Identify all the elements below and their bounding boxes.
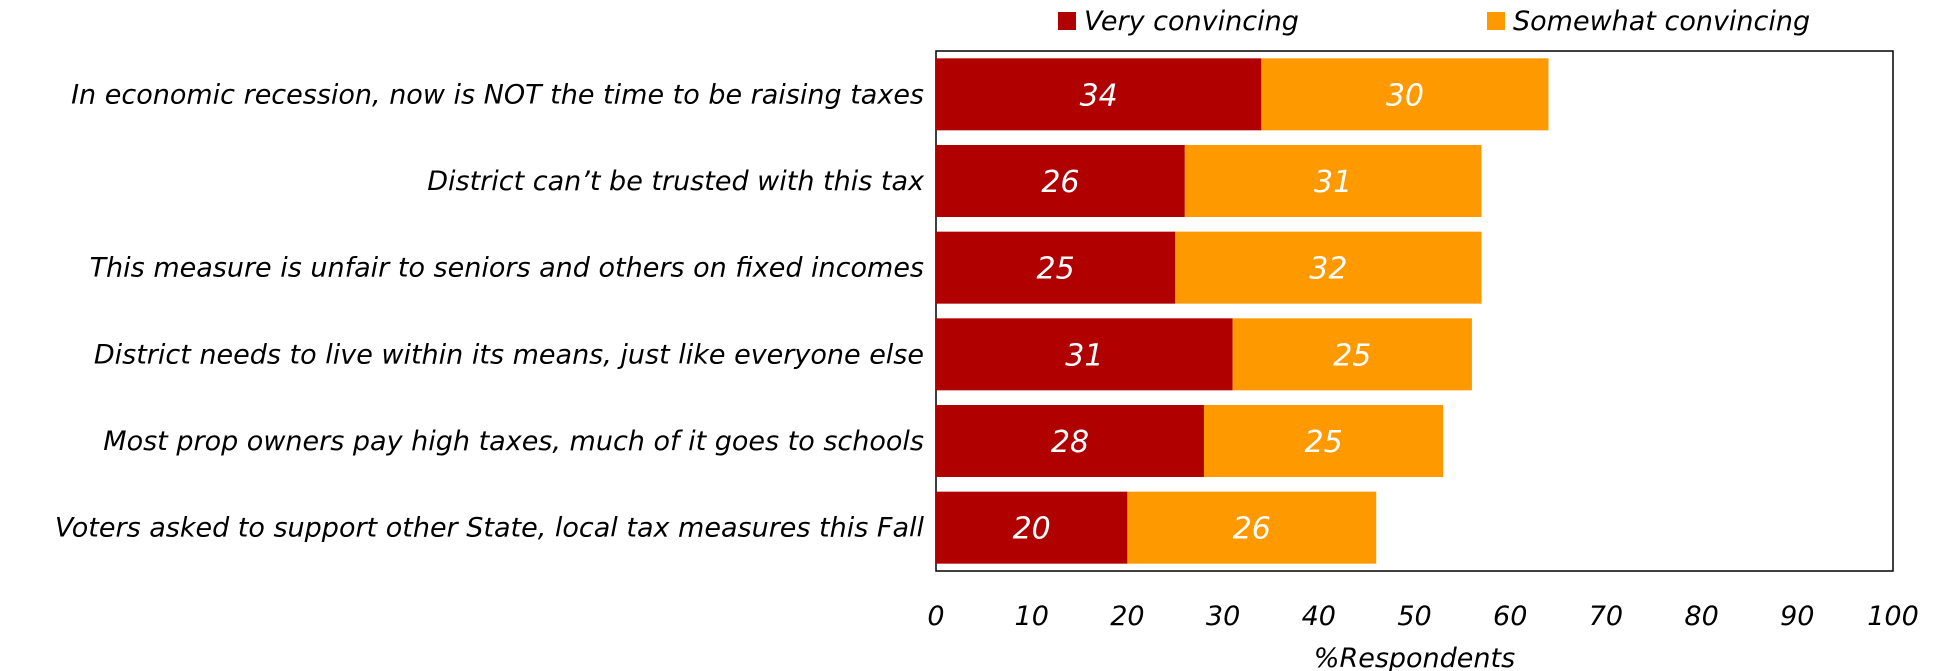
bar-very-4	[936, 405, 1204, 477]
category-label: Voters asked to support other State, loc…	[55, 513, 925, 544]
tick-label: 70	[1589, 601, 1623, 632]
category-labels: In economic recession, now is NOT the ti…	[55, 79, 925, 543]
category-label: Most prop owners pay high taxes, much of…	[103, 426, 924, 457]
data-label: 28	[1051, 425, 1089, 460]
data-label: 25	[1037, 252, 1075, 287]
data-label: 26	[1233, 512, 1271, 547]
category-label: In economic recession, now is NOT the ti…	[71, 79, 924, 110]
tick-label: 20	[1110, 601, 1144, 632]
bar-somewhat-1	[1184, 145, 1482, 217]
plot-area	[935, 50, 1894, 572]
legend-swatch	[1058, 12, 1076, 30]
bar-somewhat-3	[1232, 318, 1472, 391]
tick-label: 60	[1493, 601, 1527, 632]
bar-very-2	[936, 231, 1176, 304]
data-label: 25	[1333, 338, 1371, 373]
data-label: 20	[1013, 512, 1051, 547]
bar-somewhat-0	[1261, 58, 1549, 131]
x-axis-label: %Respondents	[1314, 643, 1515, 671]
bar-very-3	[936, 318, 1233, 391]
tick-label: 0	[927, 601, 944, 632]
category-label: District needs to live within its means,…	[94, 339, 924, 370]
bar-very-5	[936, 491, 1128, 564]
bars: 34 30 26 31 25 32 31 25 28 25 20 26	[936, 58, 1549, 564]
legend-swatch	[1487, 12, 1505, 30]
tick-label: 40	[1302, 601, 1336, 632]
tick-label: 10	[1015, 601, 1049, 632]
data-label: 31	[1314, 165, 1352, 200]
data-label: 30	[1386, 78, 1424, 113]
bar-somewhat-2	[1175, 231, 1482, 304]
bar-somewhat-5	[1127, 491, 1377, 564]
data-label: 32	[1309, 252, 1347, 287]
data-label: 31	[1065, 338, 1103, 373]
tick-label: 30	[1206, 601, 1240, 632]
tick-label: 50	[1397, 601, 1431, 632]
bar-somewhat-4	[1203, 405, 1444, 477]
legend-label: Somewhat convincing	[1513, 6, 1810, 37]
category-label: This measure is unfair to seniors and ot…	[90, 253, 924, 284]
data-label: 25	[1304, 425, 1342, 460]
tick-label: 100	[1867, 601, 1919, 632]
legend-label: Very convincing	[1084, 6, 1299, 37]
data-label: 34	[1080, 78, 1118, 113]
x-axis-ticks: 0 10 20 30 40 50 60 70 80 90 100	[927, 601, 1918, 632]
tick-label: 80	[1684, 601, 1718, 632]
legend: Very convincing Somewhat convincing	[1058, 6, 1810, 37]
bar-very-0	[936, 58, 1262, 131]
bar-very-1	[936, 145, 1185, 217]
category-label: District can’t be trusted with this tax	[427, 166, 925, 197]
tick-label: 90	[1780, 601, 1814, 632]
data-label: 26	[1041, 165, 1079, 200]
